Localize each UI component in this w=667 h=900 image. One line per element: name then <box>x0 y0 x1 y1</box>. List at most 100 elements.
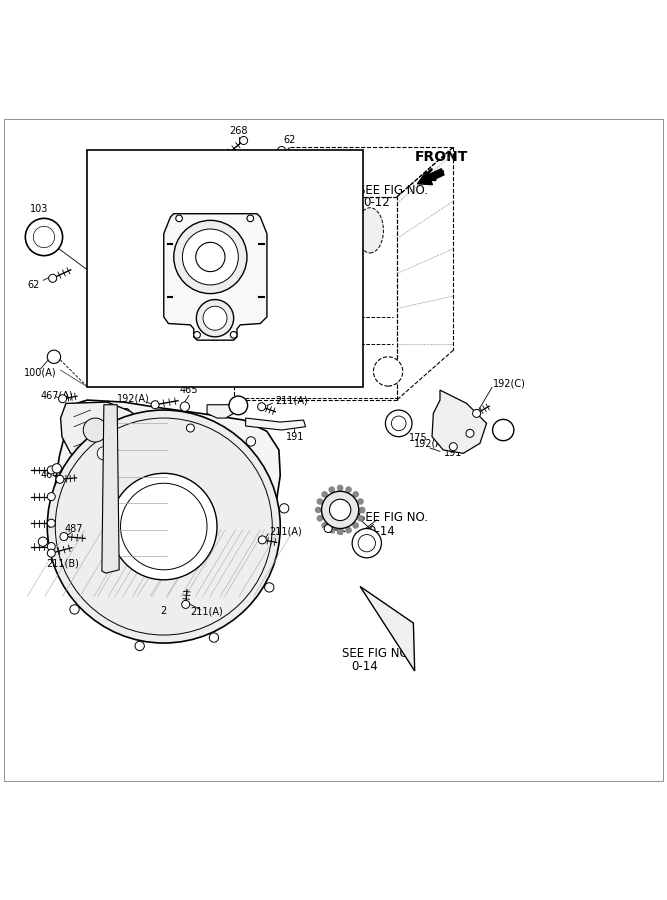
Circle shape <box>246 436 255 446</box>
Bar <box>87 150 364 387</box>
Circle shape <box>317 515 323 522</box>
Circle shape <box>111 473 217 580</box>
Text: 175: 175 <box>409 433 428 443</box>
Circle shape <box>47 549 55 557</box>
Text: 211(A): 211(A) <box>191 607 223 616</box>
Ellipse shape <box>357 208 384 253</box>
Circle shape <box>346 486 352 493</box>
Circle shape <box>293 217 307 230</box>
Circle shape <box>352 522 359 529</box>
Circle shape <box>328 526 335 534</box>
Circle shape <box>321 508 329 515</box>
Polygon shape <box>432 390 487 454</box>
Text: 211(A): 211(A) <box>269 526 301 536</box>
Text: 268: 268 <box>229 125 248 136</box>
Text: SEE FIG NO.: SEE FIG NO. <box>358 184 428 197</box>
Circle shape <box>357 499 364 505</box>
Text: 0-14: 0-14 <box>352 660 378 673</box>
Circle shape <box>209 633 219 643</box>
Text: SEE FIG NO.: SEE FIG NO. <box>64 407 134 420</box>
Ellipse shape <box>267 208 293 253</box>
Circle shape <box>337 484 344 491</box>
Circle shape <box>317 499 323 505</box>
Text: 100(B): 100(B) <box>320 219 353 229</box>
Polygon shape <box>245 418 305 430</box>
Circle shape <box>52 464 61 473</box>
Circle shape <box>195 242 225 272</box>
Text: 211(B): 211(B) <box>46 558 79 568</box>
Circle shape <box>25 219 63 256</box>
Circle shape <box>386 410 412 436</box>
Circle shape <box>70 605 79 614</box>
FancyArrow shape <box>418 169 444 184</box>
Text: SEE  FIG  NO.: SEE FIG NO. <box>131 154 209 167</box>
Circle shape <box>180 402 189 411</box>
Circle shape <box>321 491 359 528</box>
Text: 465: 465 <box>180 385 198 395</box>
Circle shape <box>186 424 194 432</box>
Circle shape <box>193 331 200 338</box>
Text: SEE FIG NO.: SEE FIG NO. <box>342 646 412 660</box>
Circle shape <box>182 229 238 285</box>
Circle shape <box>352 528 382 558</box>
Circle shape <box>60 533 68 541</box>
Circle shape <box>473 410 481 418</box>
Circle shape <box>229 396 247 415</box>
Circle shape <box>230 331 237 338</box>
Text: 487: 487 <box>65 524 83 534</box>
Circle shape <box>258 536 266 544</box>
Text: 1-31: 1-31 <box>64 419 91 433</box>
Circle shape <box>162 233 170 241</box>
Text: 103: 103 <box>30 204 49 214</box>
Text: 62: 62 <box>283 136 295 146</box>
Ellipse shape <box>327 208 354 253</box>
Circle shape <box>315 507 321 513</box>
Circle shape <box>265 583 274 592</box>
Circle shape <box>47 410 280 643</box>
Circle shape <box>346 526 352 534</box>
Circle shape <box>257 402 265 410</box>
Circle shape <box>328 486 335 493</box>
Polygon shape <box>55 400 280 580</box>
Text: B: B <box>235 400 241 410</box>
Circle shape <box>450 443 458 451</box>
Text: 100(A): 100(A) <box>24 367 57 377</box>
Circle shape <box>493 419 514 441</box>
Circle shape <box>324 525 332 533</box>
Circle shape <box>47 350 61 364</box>
Text: FRONT: FRONT <box>415 150 468 164</box>
Circle shape <box>151 400 159 409</box>
Circle shape <box>181 600 189 608</box>
Circle shape <box>47 519 55 527</box>
Text: 101: 101 <box>230 205 248 215</box>
Circle shape <box>47 466 55 474</box>
Circle shape <box>33 227 55 248</box>
Circle shape <box>47 492 55 500</box>
Circle shape <box>49 274 57 283</box>
Circle shape <box>121 483 207 570</box>
Circle shape <box>83 418 107 442</box>
Circle shape <box>106 412 115 421</box>
Circle shape <box>321 491 328 498</box>
Circle shape <box>321 522 328 529</box>
Text: 2: 2 <box>161 606 167 616</box>
Circle shape <box>337 528 344 536</box>
Circle shape <box>359 507 366 513</box>
Text: B: B <box>500 425 507 435</box>
Text: 211(A): 211(A) <box>275 396 308 406</box>
Text: SEE FIG NO.: SEE FIG NO. <box>358 511 428 525</box>
Circle shape <box>38 537 47 546</box>
Circle shape <box>329 500 351 520</box>
Circle shape <box>211 337 219 344</box>
Text: 62: 62 <box>27 280 40 290</box>
Circle shape <box>374 356 403 386</box>
Circle shape <box>56 475 64 483</box>
Circle shape <box>357 515 364 522</box>
Circle shape <box>239 137 247 145</box>
Text: 467(A): 467(A) <box>41 391 73 401</box>
Circle shape <box>392 416 406 431</box>
Text: 192(A): 192(A) <box>117 393 150 403</box>
Circle shape <box>59 395 67 402</box>
Text: 102: 102 <box>241 315 259 325</box>
Circle shape <box>277 147 285 155</box>
